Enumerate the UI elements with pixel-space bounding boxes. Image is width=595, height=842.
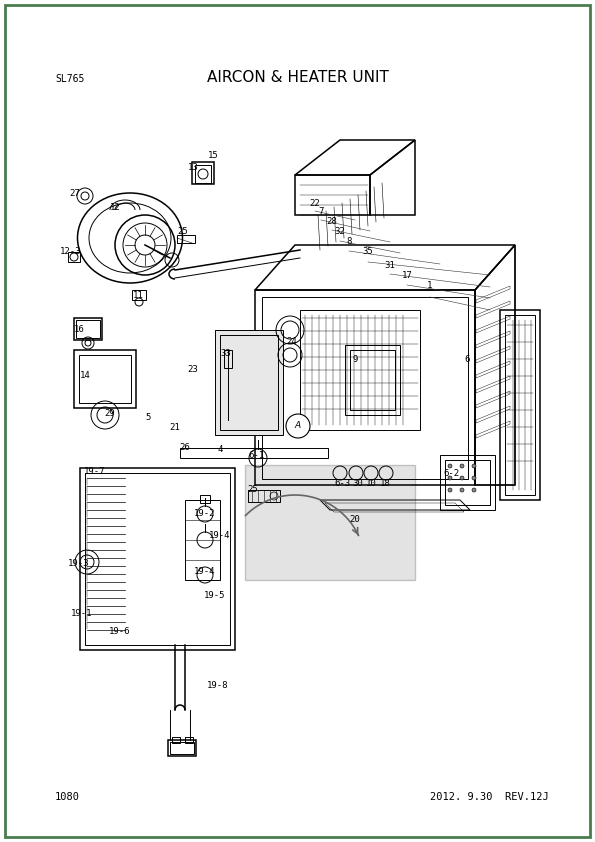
- Text: 13: 13: [187, 163, 198, 172]
- Bar: [192, 162, 214, 184]
- Text: 6-3: 6-3: [334, 478, 350, 488]
- Text: 2012. 9.30  REV.12J: 2012. 9.30 REV.12J: [430, 792, 549, 802]
- Bar: [76, 320, 100, 338]
- Text: 29: 29: [105, 408, 115, 418]
- Circle shape: [472, 488, 476, 492]
- Bar: [200, 495, 210, 503]
- Circle shape: [460, 476, 464, 480]
- Text: 19-4: 19-4: [209, 531, 231, 541]
- Bar: [262, 297, 468, 479]
- Circle shape: [448, 476, 452, 480]
- Bar: [220, 335, 278, 430]
- Text: 26: 26: [180, 443, 190, 451]
- Text: 12: 12: [109, 204, 120, 212]
- Text: 16: 16: [74, 326, 84, 334]
- Text: 19-2: 19-2: [194, 509, 216, 519]
- Text: 19-1: 19-1: [71, 610, 93, 619]
- Text: 6-2: 6-2: [443, 468, 459, 477]
- Text: 25: 25: [178, 227, 189, 237]
- Text: 1080: 1080: [55, 792, 80, 802]
- Bar: [195, 165, 211, 183]
- Text: 19-7: 19-7: [84, 467, 106, 477]
- Text: 5: 5: [145, 413, 151, 423]
- Text: 31: 31: [384, 262, 395, 270]
- Text: 14: 14: [80, 370, 90, 380]
- Text: 25: 25: [248, 486, 258, 494]
- Text: 11: 11: [133, 291, 143, 301]
- Circle shape: [448, 464, 452, 468]
- Circle shape: [460, 488, 464, 492]
- Text: 19-8: 19-8: [207, 680, 228, 690]
- Bar: [245, 465, 415, 580]
- Bar: [177, 235, 195, 243]
- Text: 28: 28: [327, 216, 337, 226]
- Bar: [132, 290, 146, 300]
- Text: 1: 1: [427, 281, 433, 290]
- Text: 17: 17: [402, 271, 412, 280]
- Text: 27: 27: [70, 189, 80, 198]
- Text: 23: 23: [187, 365, 198, 375]
- Bar: [74, 318, 102, 340]
- Bar: [300, 310, 420, 430]
- Text: 24: 24: [287, 338, 298, 347]
- Bar: [185, 737, 193, 743]
- Text: 20: 20: [350, 514, 361, 524]
- Text: 35: 35: [362, 248, 374, 257]
- Text: 9: 9: [352, 355, 358, 365]
- Bar: [168, 740, 196, 756]
- Text: 6: 6: [464, 355, 469, 365]
- Bar: [170, 742, 194, 754]
- Text: 6-1: 6-1: [248, 451, 264, 461]
- Text: 8: 8: [346, 237, 352, 246]
- Circle shape: [448, 488, 452, 492]
- Bar: [345, 345, 400, 415]
- Bar: [68, 252, 80, 262]
- Bar: [185, 500, 220, 580]
- Text: 33: 33: [221, 349, 231, 359]
- Bar: [255, 290, 475, 485]
- Text: 15: 15: [208, 152, 218, 161]
- Text: SL765: SL765: [55, 74, 84, 84]
- Text: 18: 18: [380, 478, 390, 488]
- Bar: [350, 350, 395, 410]
- Bar: [215, 330, 283, 435]
- Bar: [74, 350, 136, 408]
- Bar: [224, 350, 232, 368]
- Text: 10: 10: [365, 478, 377, 488]
- Text: 4: 4: [217, 445, 223, 455]
- Bar: [79, 355, 131, 403]
- Text: 7: 7: [318, 207, 324, 216]
- Circle shape: [286, 414, 310, 438]
- Circle shape: [460, 464, 464, 468]
- Text: 19-6: 19-6: [109, 626, 131, 636]
- Text: 30: 30: [353, 478, 364, 488]
- Text: 32: 32: [334, 226, 345, 236]
- Circle shape: [472, 464, 476, 468]
- Bar: [440, 455, 495, 510]
- Text: AIRCON & HEATER UNIT: AIRCON & HEATER UNIT: [206, 70, 389, 85]
- Bar: [445, 460, 490, 505]
- Bar: [180, 448, 328, 458]
- Text: A: A: [295, 422, 301, 430]
- Text: 19-5: 19-5: [204, 590, 226, 600]
- Text: 12-3: 12-3: [60, 248, 82, 257]
- Bar: [248, 490, 280, 502]
- Text: 19-4: 19-4: [194, 568, 216, 577]
- Bar: [172, 737, 180, 743]
- Text: 19-3: 19-3: [68, 559, 90, 568]
- Text: 22: 22: [309, 200, 320, 209]
- Text: 21: 21: [170, 423, 180, 431]
- Circle shape: [472, 476, 476, 480]
